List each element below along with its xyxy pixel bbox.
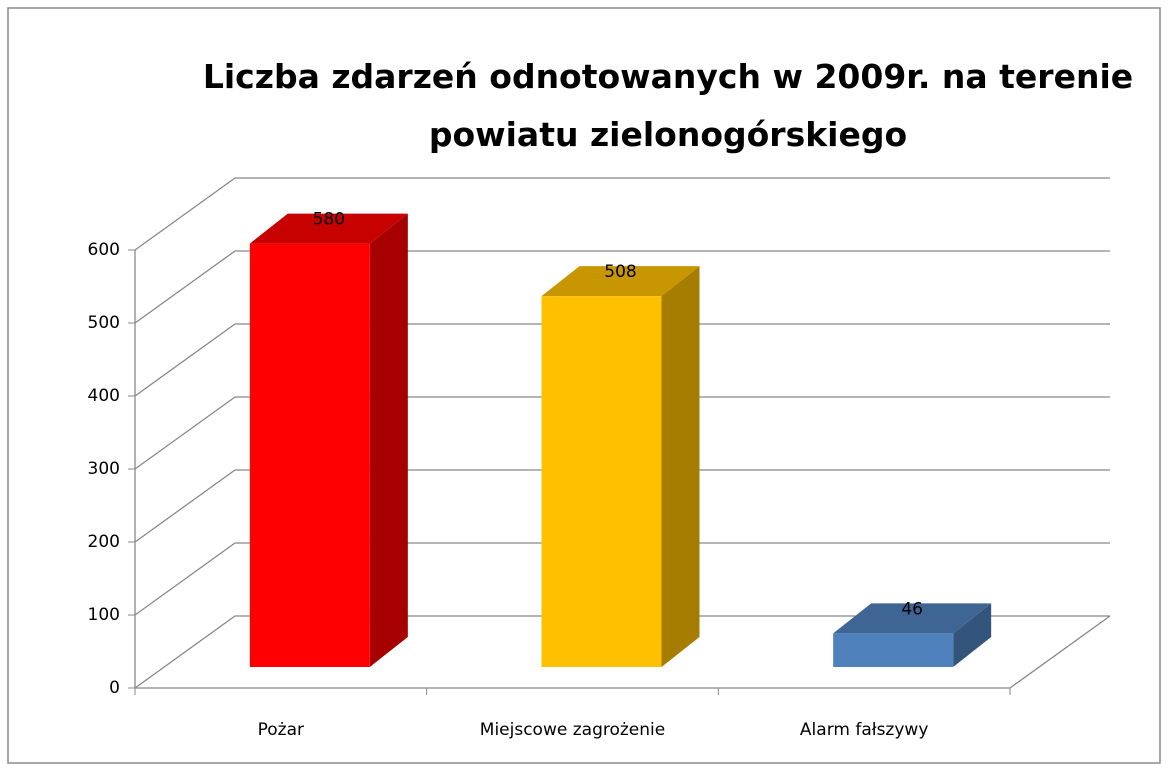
- grid-line: [134, 396, 1110, 470]
- x-tick-label: Alarm fałszywy: [800, 720, 928, 740]
- x-tick-label: Pożar: [258, 720, 304, 740]
- bar-side: [661, 266, 700, 667]
- grid-line: [134, 177, 1110, 251]
- bar-top: [249, 213, 408, 244]
- value-label: 580: [313, 210, 345, 230]
- bar-top: [833, 603, 992, 634]
- y-tick-label: 0: [109, 678, 120, 698]
- x-tick-label: Miejscowe zagrożenie: [480, 720, 665, 740]
- y-tick-label: 400: [88, 386, 120, 406]
- value-label: 46: [901, 599, 923, 619]
- bar: [833, 633, 954, 667]
- bar-top: [541, 266, 700, 297]
- grid-line: [134, 615, 1110, 689]
- y-tick-label: 100: [88, 605, 120, 625]
- y-tick-label: 300: [88, 459, 120, 479]
- y-tick-label: 500: [88, 313, 120, 333]
- grid-line: [134, 469, 1110, 543]
- bar-side: [369, 213, 408, 667]
- grid-line: [134, 542, 1110, 616]
- bar-side: [953, 603, 992, 667]
- y-tick-label: 200: [88, 532, 120, 552]
- y-tick-label: 600: [88, 240, 120, 260]
- grid-line: [134, 250, 1110, 324]
- bar: [249, 243, 370, 667]
- value-label: 508: [604, 262, 636, 282]
- bar: [541, 296, 662, 667]
- grid-line: [134, 323, 1110, 397]
- chart-title: Liczba zdarzeń odnotowanych w 2009r. na …: [202, 57, 1134, 154]
